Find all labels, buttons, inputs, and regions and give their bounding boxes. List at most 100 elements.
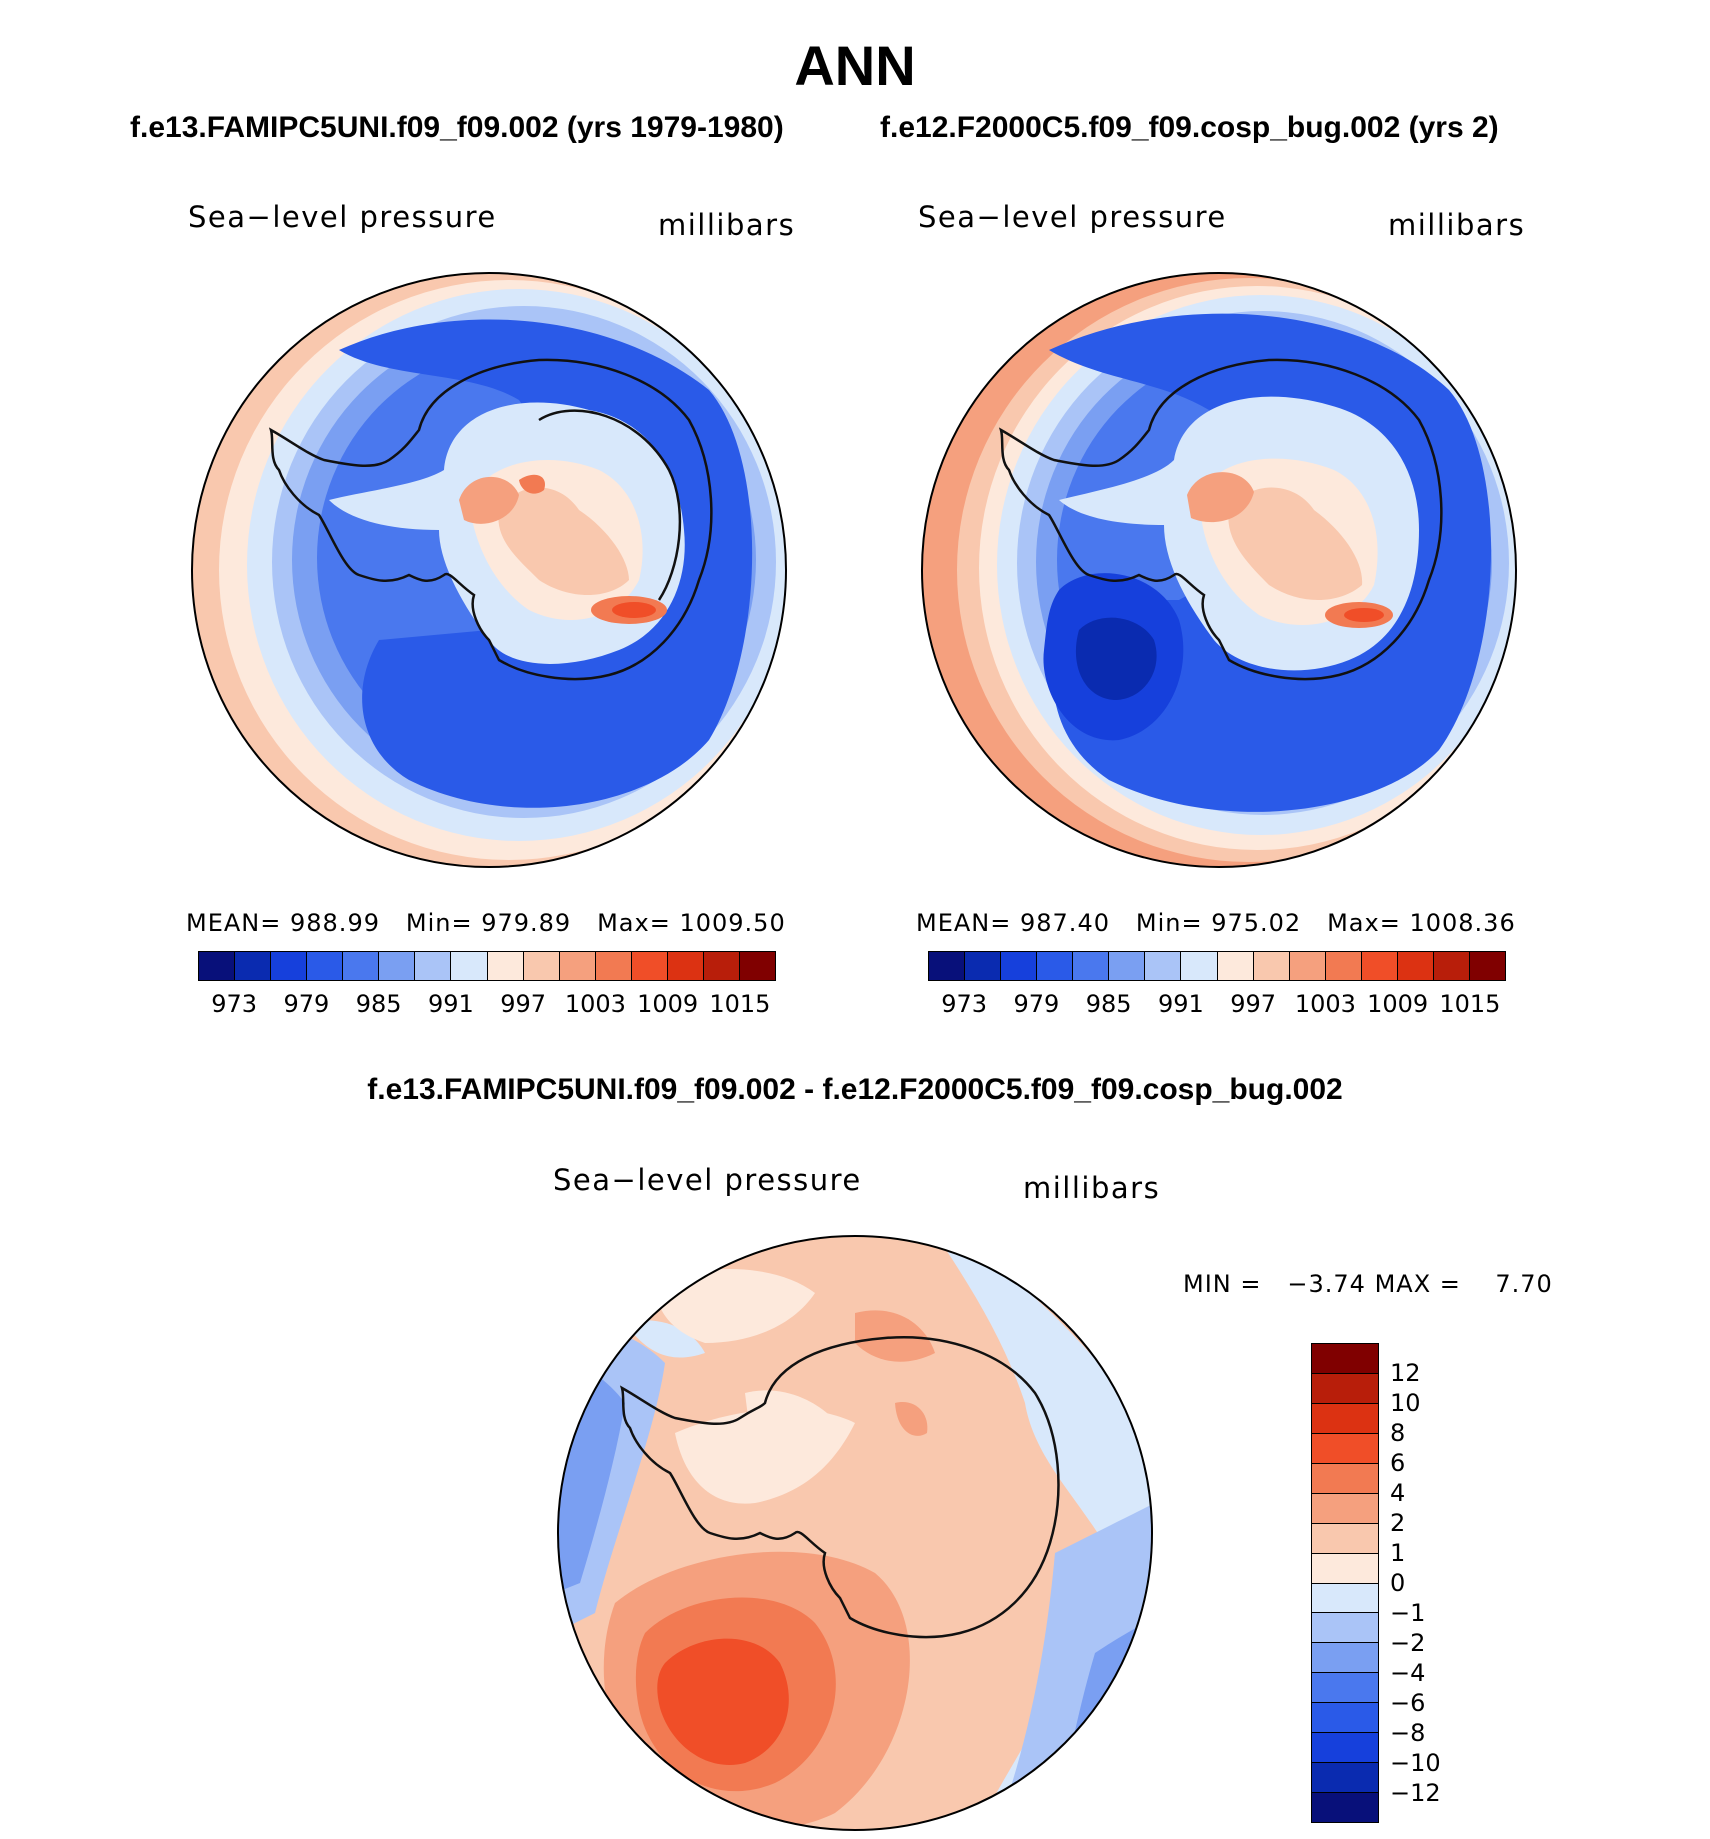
- right-min-value: 975.02: [1211, 909, 1302, 937]
- colorbar-swatch: [1361, 952, 1398, 980]
- colorbar-tick-label: 2: [1390, 1509, 1406, 1537]
- colorbar-swatch: [595, 952, 632, 980]
- colorbar-swatch: [1397, 952, 1434, 980]
- right-min-label: Min=: [1135, 909, 1203, 937]
- left-polar-map: [191, 272, 787, 868]
- colorbar-tick-label: 997: [1230, 990, 1277, 1018]
- diff-map-boundary: [557, 1235, 1153, 1831]
- colorbar-tick-label: 1: [1390, 1539, 1406, 1567]
- colorbar-swatch: [235, 952, 272, 980]
- colorbar-swatch: [1312, 1733, 1378, 1764]
- colorbar-tick-label: 991: [1157, 990, 1204, 1018]
- diff-min-value: −3.74: [1287, 1270, 1366, 1298]
- left-stats: MEAN= 988.99 Min= 979.89 Max= 1009.50: [186, 909, 786, 937]
- colorbar-swatch: [703, 952, 740, 980]
- left-min-value: 979.89: [481, 909, 572, 937]
- right-polar-map: [921, 272, 1517, 868]
- colorbar-swatch: [1253, 952, 1290, 980]
- colorbar-swatch: [1312, 1373, 1378, 1404]
- difference-polar-map: [557, 1235, 1153, 1831]
- colorbar-tick-label: 1003: [1294, 990, 1356, 1018]
- colorbar-swatch: [1073, 952, 1110, 980]
- diff-units: millibars: [1023, 1171, 1161, 1205]
- colorbar-swatch: [1312, 1763, 1378, 1794]
- right-units: millibars: [1388, 208, 1526, 242]
- left-var-name: Sea−level pressure: [188, 200, 497, 234]
- colorbar-swatch: [1217, 952, 1254, 980]
- colorbar-tick-label: −2: [1390, 1629, 1426, 1657]
- colorbar-swatch: [1312, 1793, 1378, 1822]
- diff-stats: MIN = −3.74 MAX = 7.70: [1183, 1270, 1553, 1298]
- right-max-value: 1008.36: [1409, 909, 1516, 937]
- diff-var-name: Sea−level pressure: [553, 1163, 862, 1197]
- colorbar-tick-label: 991: [427, 990, 474, 1018]
- colorbar-swatch: [307, 952, 344, 980]
- colorbar-swatch: [1312, 1703, 1378, 1734]
- colorbar-tick-label: 0: [1390, 1569, 1406, 1597]
- colorbar-swatch: [929, 952, 966, 980]
- colorbar-swatch: [559, 952, 596, 980]
- colorbar-tick-label: 979: [283, 990, 330, 1018]
- colorbar-tick-label: 973: [211, 990, 258, 1018]
- colorbar-tick-label: 1015: [709, 990, 771, 1018]
- colorbar-tick-label: 1009: [637, 990, 699, 1018]
- colorbar-swatch: [343, 952, 380, 980]
- colorbar-swatch: [1181, 952, 1218, 980]
- colorbar-tick-label: −10: [1390, 1749, 1441, 1777]
- left-map-boundary: [191, 272, 787, 868]
- colorbar-swatch: [1312, 1643, 1378, 1674]
- left-colorbar-ticks: 973 979 985 991 997 1003 1009 1015: [198, 990, 776, 1020]
- diff-min-label: MIN =: [1183, 1270, 1262, 1298]
- colorbar-tick-label: 1003: [564, 990, 626, 1018]
- colorbar-swatch: [631, 952, 668, 980]
- colorbar-swatch: [739, 952, 775, 980]
- colorbar-swatch: [1312, 1403, 1378, 1434]
- left-min-label: Min=: [405, 909, 473, 937]
- colorbar-tick-label: 10: [1390, 1389, 1421, 1417]
- left-mean-value: 988.99: [290, 909, 380, 937]
- right-var-name: Sea−level pressure: [918, 200, 1227, 234]
- colorbar-tick-label: 8: [1390, 1419, 1406, 1447]
- colorbar-swatch: [1145, 952, 1182, 980]
- left-max-value: 1009.50: [679, 909, 786, 937]
- right-colorbar-ticks: 973 979 985 991 997 1003 1009 1015: [928, 990, 1506, 1020]
- right-colorbar: [928, 951, 1506, 981]
- colorbar-tick-label: −8: [1390, 1719, 1426, 1747]
- colorbar-swatch: [1109, 952, 1146, 980]
- diff-colorbar: [1311, 1343, 1379, 1823]
- right-max-label: Max=: [1327, 909, 1401, 937]
- colorbar-swatch: [1312, 1613, 1378, 1644]
- difference-title: f.e13.FAMIPC5UNI.f09_f09.002 - f.e12.F20…: [367, 1073, 1343, 1106]
- colorbar-tick-label: −1: [1390, 1599, 1426, 1627]
- colorbar-swatch: [415, 952, 452, 980]
- colorbar-swatch: [1312, 1493, 1378, 1524]
- colorbar-swatch: [1312, 1523, 1378, 1554]
- colorbar-tick-label: 985: [1085, 990, 1132, 1018]
- right-case-title: f.e12.F2000C5.f09_f09.cosp_bug.002 (yrs …: [880, 111, 1499, 144]
- colorbar-swatch: [1037, 952, 1074, 980]
- left-case-title: f.e13.FAMIPC5UNI.f09_f09.002 (yrs 1979-1…: [130, 111, 784, 144]
- right-map-boundary: [921, 272, 1517, 868]
- colorbar-swatch: [1289, 952, 1326, 980]
- colorbar-swatch: [379, 952, 416, 980]
- right-coastline: [998, 358, 1443, 681]
- colorbar-tick-label: 1009: [1367, 990, 1429, 1018]
- colorbar-tick-label: −12: [1390, 1779, 1441, 1807]
- colorbar-swatch: [1325, 952, 1362, 980]
- colorbar-swatch: [965, 952, 1002, 980]
- colorbar-swatch: [1312, 1673, 1378, 1704]
- colorbar-swatch: [199, 952, 236, 980]
- colorbar-tick-label: 973: [941, 990, 988, 1018]
- colorbar-swatch: [271, 952, 308, 980]
- diff-max-value: 7.70: [1495, 1270, 1553, 1298]
- left-coastline: [268, 358, 713, 681]
- colorbar-tick-label: 4: [1390, 1479, 1406, 1507]
- colorbar-swatch: [451, 952, 488, 980]
- colorbar-swatch: [667, 952, 704, 980]
- left-mean-label: MEAN=: [186, 909, 282, 937]
- colorbar-swatch: [1312, 1463, 1378, 1494]
- right-stats: MEAN= 987.40 Min= 975.02 Max= 1008.36: [916, 909, 1516, 937]
- colorbar-tick-label: 997: [500, 990, 547, 1018]
- left-units: millibars: [658, 208, 796, 242]
- colorbar-swatch: [487, 952, 524, 980]
